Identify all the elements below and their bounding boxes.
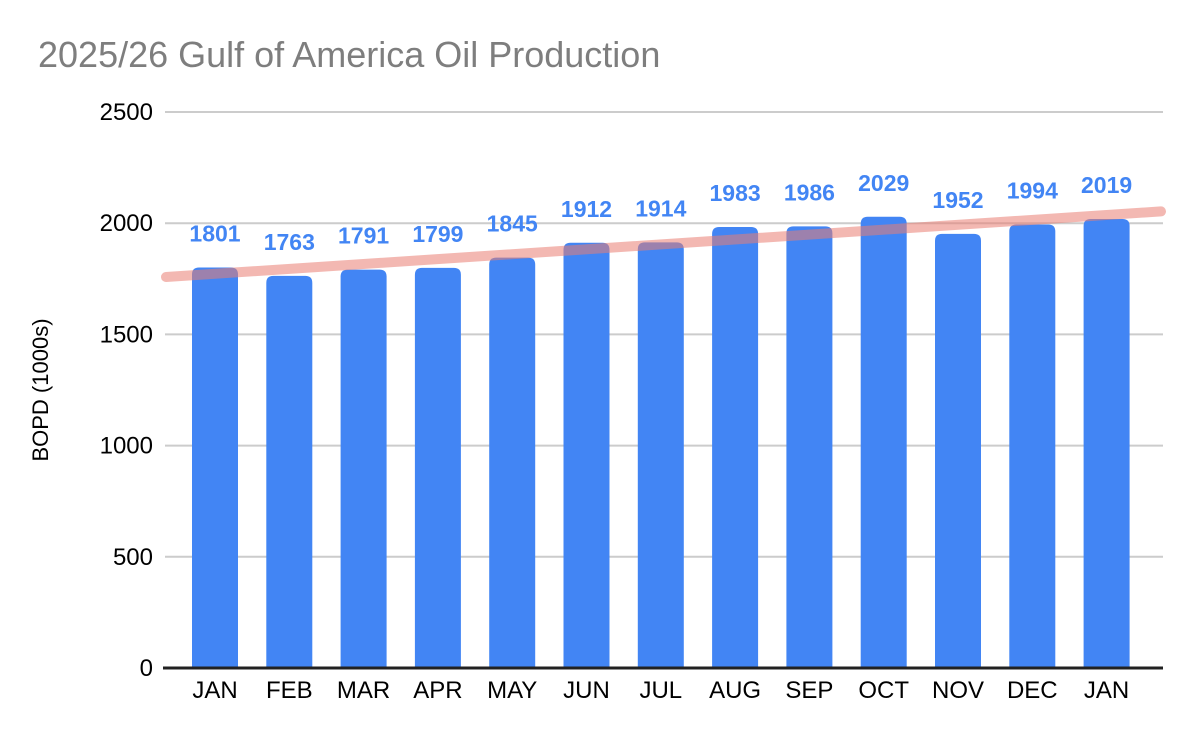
bar-value-label: 1994 xyxy=(1007,178,1058,204)
y-tick-label: 1500 xyxy=(100,321,153,348)
x-tick-label: JAN xyxy=(192,677,237,704)
bar xyxy=(414,267,461,668)
x-tick-label: OCT xyxy=(858,677,909,704)
x-tick-label: DEC xyxy=(1007,677,1058,704)
trendline xyxy=(161,206,1166,283)
bar-value-label: 1763 xyxy=(264,229,315,255)
x-tick-label: SEP xyxy=(785,677,833,704)
bar-value-label: 1983 xyxy=(710,180,761,206)
x-tick-label: APR xyxy=(413,677,462,704)
y-axis-title: BOPD (1000s) xyxy=(28,318,53,461)
x-tick-label: MAR xyxy=(337,677,390,704)
bar-value-label: 1914 xyxy=(635,195,686,221)
bar-value-label: 1986 xyxy=(784,179,835,205)
y-tick-label: 2000 xyxy=(100,210,153,237)
bar xyxy=(712,226,759,668)
bar xyxy=(563,242,610,669)
x-tick-label: NOV xyxy=(932,677,984,704)
bar xyxy=(860,216,907,668)
bar xyxy=(266,275,313,668)
x-tick-label: JAN xyxy=(1084,677,1129,704)
bar-value-label: 1912 xyxy=(561,196,612,222)
y-tick-label: 1000 xyxy=(100,433,153,460)
x-tick-label: JUN xyxy=(563,677,610,704)
bar-value-label: 1799 xyxy=(412,221,463,247)
chart-title: 2025/26 Gulf of America Oil Production xyxy=(38,34,661,75)
y-tick-label: 2500 xyxy=(100,99,153,126)
x-tick-label: AUG xyxy=(709,677,761,704)
x-tick-label: JUL xyxy=(639,677,682,704)
bar-value-label: 1845 xyxy=(487,211,538,237)
bar-value-label: 1801 xyxy=(189,220,240,246)
bar xyxy=(935,233,981,669)
bar xyxy=(1009,224,1056,668)
y-tick-label: 500 xyxy=(113,544,153,571)
bar xyxy=(786,226,833,668)
y-tick-label: 0 xyxy=(140,655,153,682)
bar-value-label: 1952 xyxy=(932,187,983,213)
bar-value-label: 2019 xyxy=(1081,172,1132,198)
x-tick-label: FEB xyxy=(266,677,313,704)
bar xyxy=(489,257,536,668)
bar xyxy=(340,269,387,668)
bar-value-label: 1791 xyxy=(338,223,389,249)
bar xyxy=(637,242,684,668)
bar xyxy=(1083,218,1130,668)
bar xyxy=(192,267,238,668)
bar-value-label: 2029 xyxy=(858,170,909,196)
x-tick-label: MAY xyxy=(487,677,537,704)
